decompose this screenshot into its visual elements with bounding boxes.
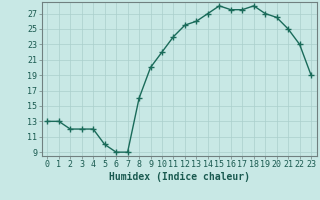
X-axis label: Humidex (Indice chaleur): Humidex (Indice chaleur): [109, 172, 250, 182]
